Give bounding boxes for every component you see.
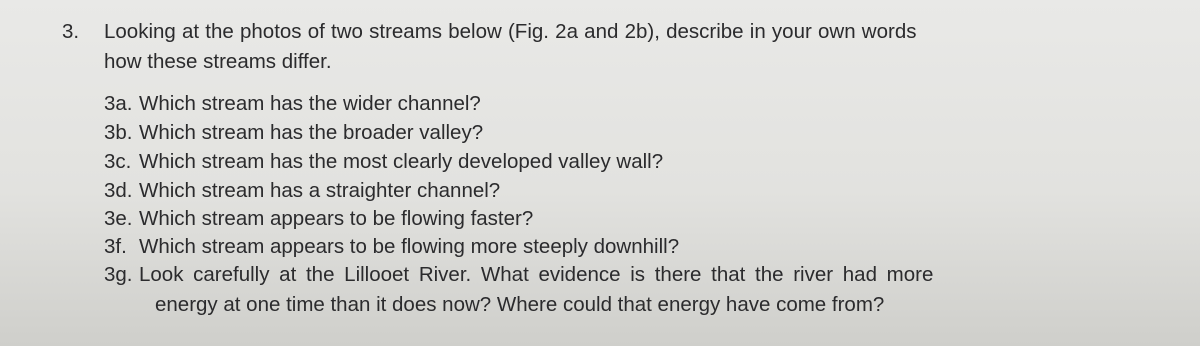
- question-number: 3.: [62, 20, 80, 43]
- item-label: 3f.: [104, 235, 127, 258]
- item-label: 3d.: [104, 179, 133, 202]
- item-text: Which stream has a straighter channel?: [139, 179, 501, 202]
- question-line: how these streams differ.: [104, 50, 332, 73]
- item-label: 3b.: [104, 121, 133, 144]
- item-text: Which stream appears to be flowing more …: [139, 235, 680, 258]
- item-label: 3a.: [104, 92, 133, 115]
- question-line: Looking at the photos of two streams bel…: [104, 20, 917, 43]
- item-label: 3g.: [104, 263, 133, 286]
- item-text: Which stream has the most clearly develo…: [139, 150, 664, 173]
- item-text: Which stream has the broader valley?: [139, 121, 484, 144]
- item-label: 3c.: [104, 150, 132, 173]
- item-label: 3e.: [104, 207, 133, 230]
- item-text: Which stream appears to be flowing faste…: [139, 207, 534, 230]
- item-text: Look carefully at the Lillooet River. Wh…: [139, 263, 934, 286]
- item-text: Which stream has the wider channel?: [139, 92, 481, 115]
- item-text: energy at one time than it does now? Whe…: [155, 293, 885, 316]
